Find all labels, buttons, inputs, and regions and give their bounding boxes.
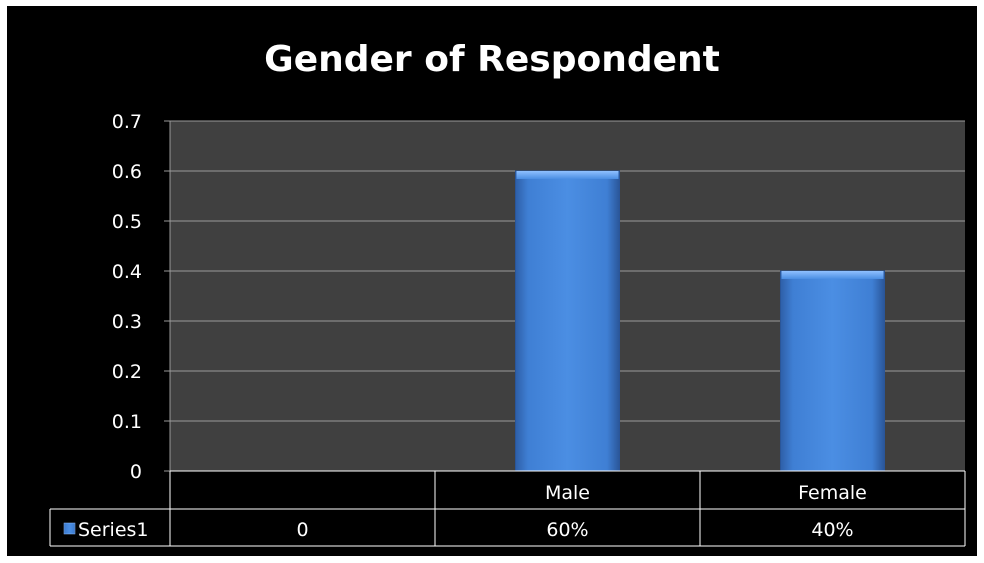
value-label: 0: [296, 519, 308, 541]
y-tick-label: 0.7: [112, 111, 142, 133]
value-label: 40%: [811, 519, 853, 541]
category-label: Male: [545, 482, 590, 504]
value-label: 60%: [546, 519, 588, 541]
y-tick-label: 0.6: [112, 161, 142, 183]
y-tick-label: 0.4: [112, 261, 142, 283]
bars: [515, 170, 885, 472]
bar-female: [780, 270, 885, 472]
y-tick-label: 0.2: [112, 361, 142, 383]
chart-title: Gender of Respondent: [264, 39, 720, 80]
bar-top: [516, 171, 619, 179]
y-tick-label: 0.5: [112, 211, 142, 233]
legend-series-name: Series1: [78, 519, 149, 541]
y-tick-label: 0.3: [112, 311, 142, 333]
y-tick-label: 0: [130, 461, 142, 483]
y-tick-label: 0.1: [112, 411, 142, 433]
legend-swatch: [63, 522, 76, 535]
bar-top: [781, 271, 884, 279]
bar: [515, 170, 620, 472]
bar: [780, 270, 885, 472]
data-table: Male Female 0 60% 40% Series1: [49, 470, 966, 547]
y-axis-ticks: 0 0.1 0.2 0.3 0.4 0.5 0.6 0.7: [112, 111, 142, 483]
bar-male: [515, 170, 620, 472]
category-label: Female: [798, 482, 867, 504]
